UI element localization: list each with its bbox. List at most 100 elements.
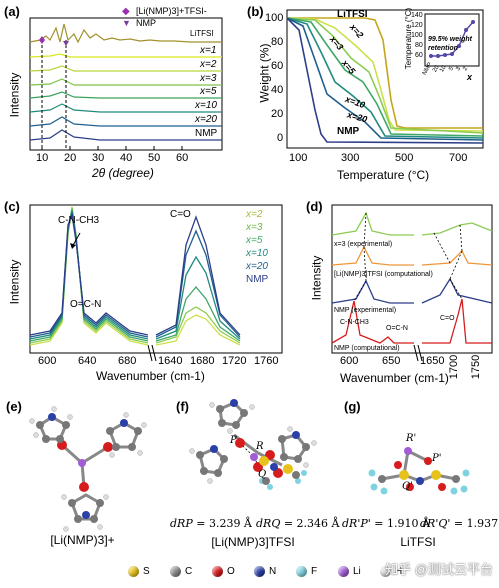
x-tick: 300 [341, 152, 360, 164]
legend-item: x=5 [246, 235, 263, 246]
triangle-marker [63, 41, 69, 46]
y-tick: 80 [271, 36, 284, 48]
trace-label: [Li(NMP)3]TFSI (computational) [334, 271, 433, 278]
diamond-marker [39, 36, 45, 44]
atom-label: P [230, 435, 237, 446]
watermark: 知乎 @测试云平台 [385, 562, 493, 577]
x-tick: 1680 [190, 355, 215, 367]
x-tick: 40 [120, 152, 133, 164]
atom-symbol: N [269, 566, 277, 577]
series-label: x=10 [195, 100, 217, 111]
x-tick: 500 [395, 152, 414, 164]
y-axis-label: Intensity [309, 255, 324, 301]
panel-label: (f) [176, 399, 189, 414]
x-tick: 50 [148, 152, 161, 164]
legend-item: x=20 [246, 261, 268, 272]
x-axis-label: Wavenumber (cm-1) [340, 371, 449, 385]
molecule-caption: [Li(NMP)3]TFSI [211, 535, 295, 549]
distance-rp: dR'P' = 1.910 Å [342, 517, 430, 530]
x-tick: 1750 [470, 354, 483, 380]
curve-x5 [286, 17, 484, 137]
tga-plot [286, 9, 484, 149]
y-axis-label: Intensity [7, 259, 22, 305]
distance-value: = 2.346 Å [283, 517, 340, 530]
x-tick: 1640 [158, 355, 183, 367]
distance-value: = 1.937 Å [453, 517, 499, 530]
x-tick: 10 [36, 152, 49, 164]
x-axis-label: Temperature (°C) [337, 168, 430, 182]
trace-label: NMP (experimental) [334, 307, 397, 314]
trace-x5 [29, 91, 222, 99]
computed-raman-plot [331, 204, 493, 362]
panel-label: (a) [4, 4, 20, 19]
x-tick: 1760 [254, 355, 279, 367]
panel-label: (g) [344, 399, 361, 414]
curve-x20 [286, 17, 484, 141]
panel-label: (c) [4, 199, 20, 214]
atom-label: R' [406, 433, 417, 444]
inset-note: 99.5% weight [428, 36, 472, 43]
atom-label: P' [432, 453, 442, 464]
x-tick: 700 [449, 152, 468, 164]
annotation: O=C-N [70, 299, 102, 310]
series-label: x=2 [200, 59, 217, 70]
trace-label: NMP (computational) [334, 345, 400, 352]
x-tick: 20 [64, 152, 77, 164]
legend-item: x=10 [246, 248, 268, 259]
distance-label: dRQ [256, 517, 281, 530]
distance-rp: dRP = 3.239 Å [170, 517, 252, 530]
panel-label: (d) [306, 199, 323, 214]
atom-symbol: C [185, 566, 193, 577]
trace-label: x=3 (experimental) [334, 241, 393, 248]
trace-x2 [29, 65, 222, 72]
xrd-plot [29, 17, 223, 151]
legend-item: x=2 [246, 209, 263, 220]
y-axis-label: Intensity [7, 72, 22, 118]
distance-value: = 1.910 Å [374, 517, 430, 530]
distance-value: = 3.239 Å [196, 517, 252, 530]
panel-e: (e) [Li(NMP)3]+ [0, 395, 165, 555]
atom-symbol: F [311, 566, 318, 577]
molecule-caption: LiTFSI [400, 535, 436, 549]
x-tick: 60 [176, 152, 189, 164]
distance-label: dR'P' [342, 517, 371, 530]
series-label: NMP [195, 128, 218, 139]
annotation: O=C-N [386, 325, 408, 332]
legend-diamond-icon: ◆ [122, 6, 130, 17]
x-tick: 100 [289, 152, 308, 164]
molecule-li-nmp3 [29, 406, 147, 532]
legend-triangle-icon: ▼ [122, 18, 131, 28]
inset-y-tick: 120 [411, 22, 423, 29]
legend-li: Li [338, 566, 361, 577]
legend-s: S [128, 566, 150, 577]
series-label: x=5 [200, 86, 217, 97]
x-axis-label: Wavenumber (cm-1) [96, 369, 205, 383]
raman-plot [29, 204, 283, 362]
x-tick: 650 [382, 355, 401, 367]
panel-c: (c) C-N-CH3 O=C-N C=O x=2 x=3 x=5 x=10 x… [0, 195, 290, 390]
annotation: C=O [170, 209, 191, 220]
x-tick: 600 [38, 355, 57, 367]
panel-f: (f) P R Q dRP = 3.239 Å [170, 395, 340, 555]
y-tick: 60 [271, 60, 284, 72]
x-tick: 1650 [420, 355, 445, 367]
atom-dot-icon [380, 566, 391, 577]
atom-symbol: H [395, 566, 403, 577]
series-label: x=20 [195, 114, 217, 125]
atom-legend: S C O N F Li H [0, 562, 499, 584]
distance-label: dR'Q' [420, 517, 451, 530]
x-tick: 30 [92, 152, 105, 164]
atom-dot-icon [212, 566, 223, 577]
series-label: x=1 [200, 45, 217, 56]
y-axis-label: Weight (%) [257, 43, 272, 103]
atom-label: Q' [402, 481, 413, 492]
atom-symbol: O [227, 566, 235, 577]
legend-n: N [254, 566, 276, 577]
curve-label: LiTFSI [337, 9, 368, 20]
x-tick: 1720 [222, 355, 247, 367]
trace-x1 [29, 53, 222, 58]
annotation: C=O [440, 315, 455, 322]
curve-nmp [286, 17, 484, 144]
inset-y-tick: 60 [415, 52, 423, 59]
molecule-litfsi [368, 447, 470, 495]
